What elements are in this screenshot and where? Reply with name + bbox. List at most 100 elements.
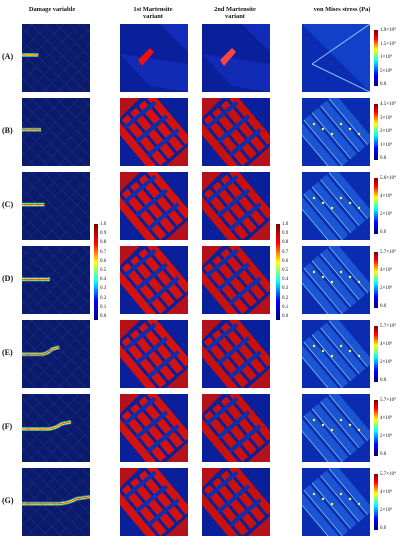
damage-panel — [22, 468, 90, 536]
martensite-2-panel — [202, 98, 270, 166]
martensite-1-panel — [120, 24, 188, 92]
row-label: (C) — [2, 200, 14, 209]
von-mises-tick: 4×10⁹ — [380, 342, 393, 347]
von-mises-tick: 2×10⁹ — [380, 434, 393, 439]
colorbar-tick: 1.0 — [100, 222, 107, 227]
von-mises-colorbar — [374, 474, 378, 530]
von-mises-tick: 5.7×10⁹ — [380, 324, 396, 329]
martensite-2-panel — [202, 468, 270, 536]
damage-colorbar — [94, 224, 98, 320]
damage-panel — [22, 246, 90, 314]
von-mises-tick: 0.0 — [380, 378, 387, 383]
colorbar-tick: 0.7 — [100, 249, 107, 255]
colorbar-tick: 0.1 — [100, 304, 107, 310]
martensite-1-panel — [120, 246, 188, 314]
von-mises-tick: 0.0 — [380, 304, 387, 309]
colorbar-tick: 0.9 — [282, 231, 289, 237]
martensite-1-panel — [120, 468, 188, 536]
colorbar-tick: 0.3 — [100, 286, 107, 292]
colorbar-tick: 0.2 — [282, 295, 289, 301]
von-mises-colorbar — [374, 178, 378, 234]
von-mises-tick: 0.0 — [380, 82, 387, 87]
von-mises-tick: 2×10⁹ — [380, 212, 393, 217]
von-mises-tick: 5×10⁸ — [380, 68, 393, 74]
colorbar-tick: 0.6 — [282, 258, 289, 264]
von-mises-panel — [302, 394, 370, 462]
von-mises-panel — [302, 98, 370, 166]
von-mises-tick: 4×10⁹ — [380, 194, 393, 199]
von-mises-tick: 4.5×10⁹ — [380, 102, 396, 107]
colorbar-tick: 0.0 — [100, 314, 107, 319]
von-mises-tick: 0.0 — [380, 452, 387, 457]
martensite-1-panel — [120, 320, 188, 388]
von-mises-panel — [302, 468, 370, 536]
colorbar-tick: 0.0 — [282, 314, 289, 319]
damage-panel — [22, 98, 90, 166]
von-mises-tick: 5.7×10⁹ — [380, 472, 396, 477]
row-label: (B) — [2, 126, 13, 135]
von-mises-panel — [302, 172, 370, 240]
von-mises-colorbar — [374, 30, 378, 86]
von-mises-tick: 2×10⁹ — [380, 360, 393, 365]
von-mises-tick: 0.0 — [380, 230, 387, 235]
von-mises-colorbar — [374, 326, 378, 382]
martensite-1-panel — [120, 394, 188, 462]
martensite-colorbar — [276, 224, 280, 320]
header-martensite-1: 1st Martensite variant — [133, 6, 173, 20]
header-martensite-2: 2nd Martensite variant — [214, 6, 256, 20]
von-mises-tick: 2×10⁹ — [380, 129, 393, 134]
von-mises-tick: 1×10⁹ — [380, 142, 393, 148]
colorbar-tick: 0.6 — [100, 258, 107, 264]
martensite-1-panel — [120, 172, 188, 240]
row-label: (A) — [2, 52, 14, 61]
colorbar-tick: 0.9 — [100, 231, 107, 237]
martensite-2-panel — [202, 172, 270, 240]
header-damage: Damage variable — [28, 6, 76, 13]
colorbar-tick: 0.4 — [282, 277, 289, 283]
von-mises-panel — [302, 24, 370, 92]
colorbar-tick: 0.4 — [100, 277, 107, 283]
von-mises-tick: 3×10⁹ — [380, 115, 393, 121]
von-mises-tick: 2×10⁹ — [380, 286, 393, 291]
colorbar-tick: 0.1 — [282, 304, 289, 310]
damage-panel — [22, 24, 90, 92]
colorbar-tick: 0.7 — [282, 249, 289, 255]
von-mises-tick: 1×10⁹ — [380, 55, 393, 60]
colorbar-tick: 1.0 — [282, 222, 289, 227]
von-mises-tick: 1.5×10⁹ — [380, 41, 396, 47]
martensite-2-panel — [202, 394, 270, 462]
colorbar-tick: 0.3 — [282, 286, 289, 292]
colorbar-tick: 0.2 — [100, 295, 107, 301]
von-mises-panel — [302, 320, 370, 388]
von-mises-tick: 4×10⁹ — [380, 268, 393, 273]
von-mises-tick: 5.7×10⁹ — [380, 398, 396, 403]
damage-panel — [22, 320, 90, 388]
row-label: (G) — [2, 496, 14, 505]
von-mises-colorbar — [374, 104, 378, 160]
damage-panel — [22, 172, 90, 240]
martensite-1-panel — [120, 98, 188, 166]
von-mises-colorbar — [374, 252, 378, 308]
von-mises-tick: 2×10⁹ — [380, 508, 393, 513]
row-label: (D) — [2, 274, 14, 283]
von-mises-tick: 4×10⁹ — [380, 416, 393, 421]
von-mises-tick: 5.7×10⁹ — [380, 250, 396, 255]
martensite-2-panel — [202, 246, 270, 314]
von-mises-colorbar — [374, 400, 378, 456]
colorbar-tick: 0.8 — [282, 240, 289, 246]
damage-panel — [22, 394, 90, 462]
von-mises-panel — [302, 246, 370, 314]
colorbar-tick: 0.5 — [100, 268, 107, 273]
martensite-2-panel — [202, 24, 270, 92]
colorbar-tick: 0.5 — [282, 268, 289, 273]
von-mises-tick: 4×10⁹ — [380, 490, 393, 495]
martensite-2-panel — [202, 320, 270, 388]
von-mises-tick: 1.9×10⁹ — [380, 28, 396, 33]
von-mises-tick: 5.6×10⁹ — [380, 176, 396, 181]
colorbar-tick: 0.8 — [100, 240, 107, 246]
row-label: (F) — [2, 422, 13, 431]
von-mises-tick: 0.0 — [380, 526, 387, 531]
von-mises-tick: 0.0 — [380, 156, 387, 161]
header-von-mises: von Mises stress (Pa) — [313, 6, 371, 13]
row-label: (E) — [2, 348, 13, 357]
